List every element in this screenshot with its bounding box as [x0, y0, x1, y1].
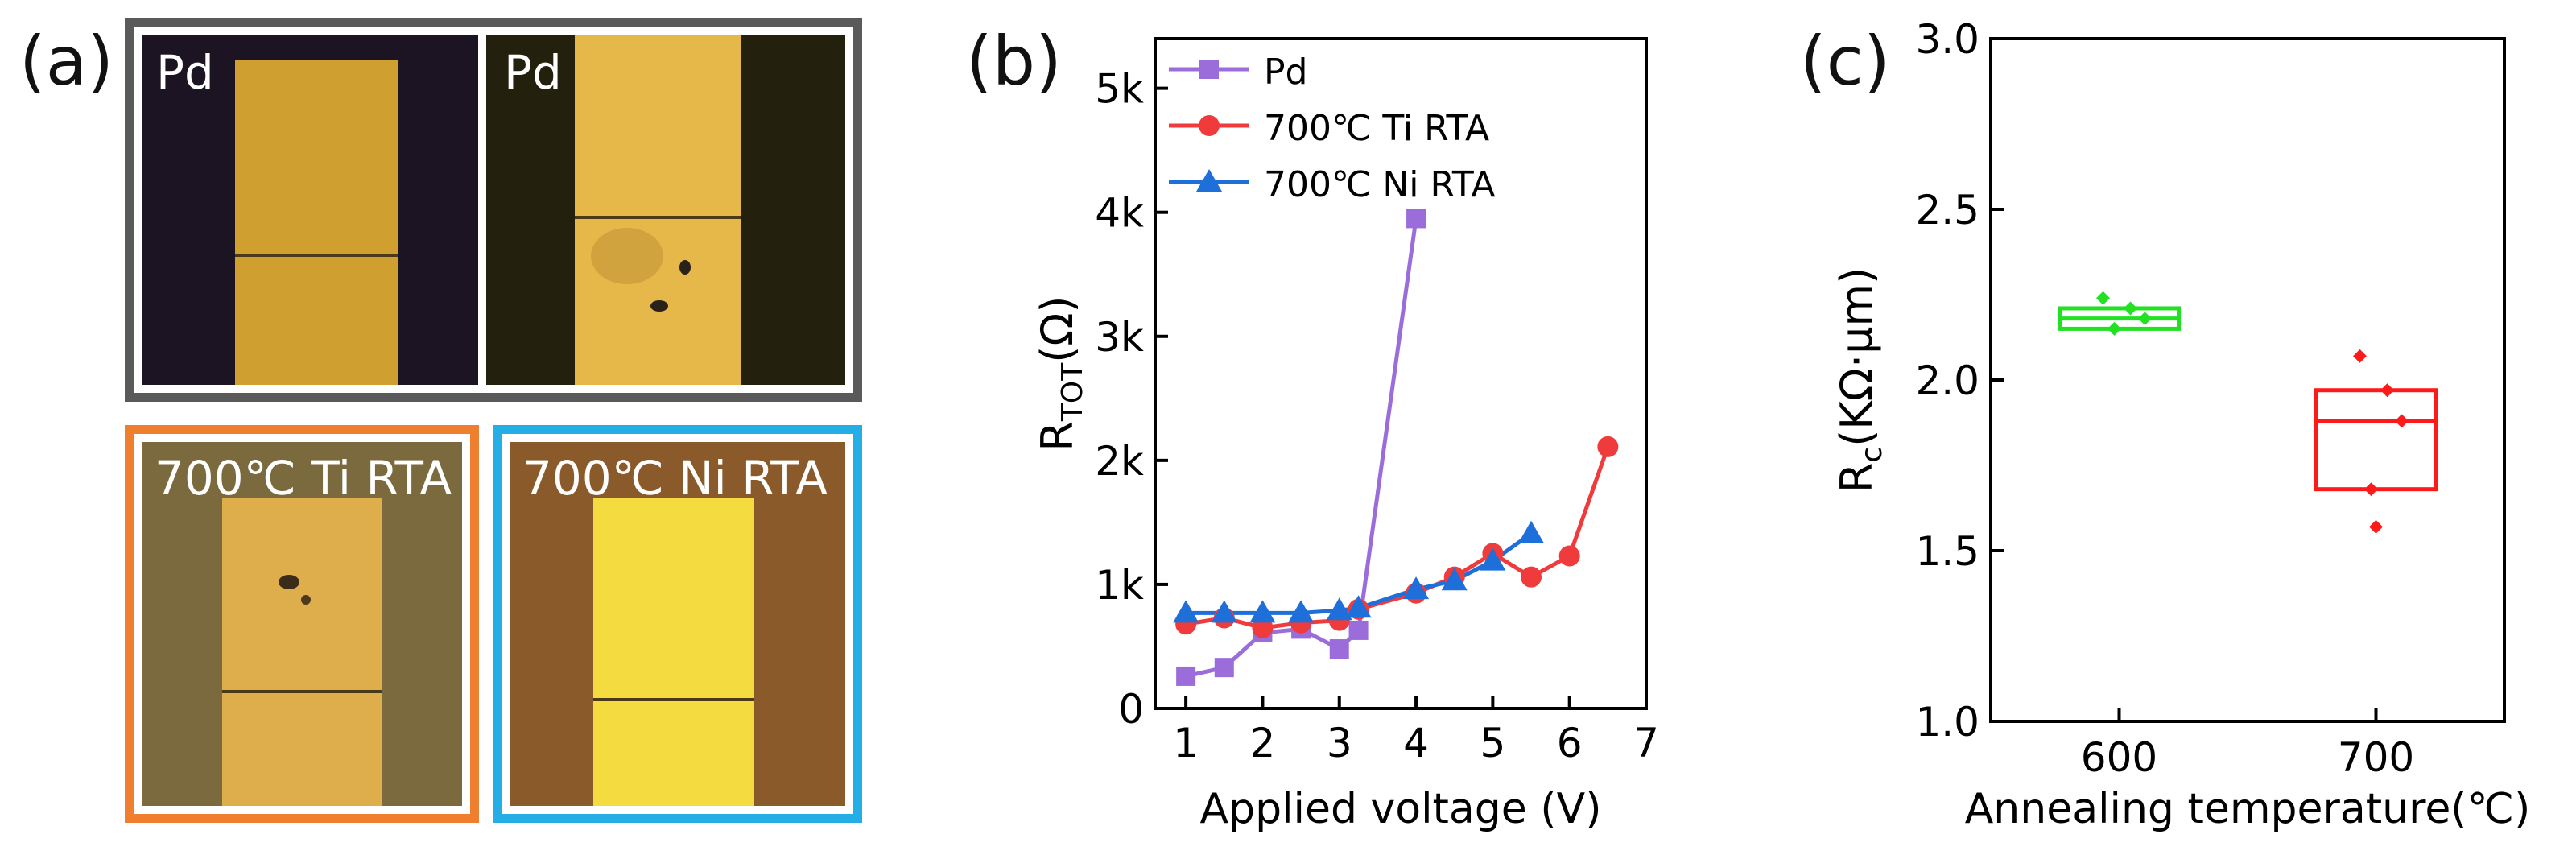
plot-frame: [1989, 37, 2506, 723]
y-tick-label: 1.0: [1915, 699, 1979, 746]
data-point: [1348, 620, 1368, 640]
data-point: [1597, 436, 1619, 457]
data-point: [1480, 547, 1506, 571]
x-tick-label: 2: [1250, 720, 1276, 766]
data-point: [1406, 209, 1426, 229]
data-point: [1211, 600, 1237, 623]
panel-label-c: (c): [1800, 22, 1890, 101]
y-tick-label: 4k: [1095, 190, 1144, 237]
data-point: [1176, 666, 1196, 686]
x-tick-label: 700: [2338, 734, 2414, 781]
x-axis-label: Applied voltage (V): [1200, 785, 1602, 833]
data-point: [1199, 115, 1220, 136]
micrograph-pd-2: Pd: [486, 35, 845, 385]
data-point: [1173, 600, 1199, 623]
data-point: [1214, 658, 1234, 678]
data-point: [1199, 60, 1219, 79]
data-point: [1329, 639, 1349, 659]
data-point: [1403, 576, 1430, 600]
photo-label: 700℃ Ni RTA: [522, 451, 828, 506]
data-point: [2364, 482, 2378, 497]
data-point: [1521, 566, 1542, 588]
data-point: [2124, 301, 2137, 316]
y-tick-label: 0: [1118, 686, 1144, 733]
panel-label-b: (b): [966, 22, 1062, 101]
y-tick-label: 1k: [1095, 562, 1144, 609]
panel-label-a: (a): [19, 22, 114, 101]
legend-label: Pd: [1264, 52, 1307, 93]
photo-label: Pd: [504, 45, 562, 100]
data-point: [2353, 349, 2367, 363]
data-point: [2369, 519, 2383, 534]
rc-annealing-chart: 1.0 1.5 2.0 2.5 3.0 600 700 Annealing temperat…: [1831, 16, 2531, 833]
x-tick-label: 7: [1633, 720, 1659, 766]
x-tick-label: 5: [1480, 720, 1505, 766]
x-tick-label: 600: [2081, 734, 2157, 781]
y-axis-label: RTOT(Ω): [1032, 295, 1089, 451]
data-point: [2380, 383, 2394, 398]
data-point: [2096, 291, 2110, 305]
micrograph-ti: 700℃ Ti RTA: [142, 442, 462, 806]
data-point: [1196, 169, 1222, 192]
y-tick-label: 3.0: [1915, 16, 1979, 63]
x-tick-label: 6: [1557, 720, 1583, 766]
data-point: [1326, 597, 1352, 621]
x-tick-label: 1: [1173, 720, 1199, 766]
data-point: [1288, 600, 1315, 623]
data-point: [2138, 312, 2152, 326]
micrograph-ni: 700℃ Ni RTA: [510, 442, 845, 806]
y-tick-label: 2.5: [1915, 187, 1979, 233]
plot-frame: [1154, 37, 1648, 710]
rtot-voltage-chart: 1 2 3 4 5 6 7 0 1k 2k 3k 4k 5k Pd 700℃ Ti RTA 700℃ Ni …: [1032, 37, 1659, 833]
ni-photo-frame: [493, 425, 862, 823]
data-point: [2107, 321, 2121, 336]
photo-label: Pd: [156, 45, 214, 100]
y-axis-label: Rc(KΩ·μm): [1831, 267, 1889, 493]
photo-label: 700℃ Ti RTA: [155, 451, 452, 506]
data-point: [1558, 545, 1580, 567]
data-point: [2395, 414, 2409, 428]
legend-label: 700℃ Ti RTA: [1264, 108, 1489, 149]
data-point: [1249, 600, 1276, 623]
legend-label: 700℃ Ni RTA: [1264, 164, 1495, 205]
pd-photo-frame: [125, 18, 862, 402]
series-line: [1185, 446, 1610, 630]
y-tick-label: 2k: [1095, 438, 1144, 485]
data-point: [1518, 520, 1545, 543]
ti-photo-frame: [125, 425, 479, 823]
y-tick-label: 3k: [1095, 314, 1144, 361]
micrograph-pd-1: Pd: [142, 35, 478, 385]
y-tick-label: 5k: [1095, 66, 1144, 113]
y-tick-label: 2.0: [1915, 357, 1979, 404]
data-point: [1441, 568, 1468, 591]
box: [2314, 388, 2438, 492]
y-tick-label: 1.5: [1915, 528, 1979, 575]
x-tick-label: 4: [1403, 720, 1429, 766]
data-point: [1345, 595, 1372, 618]
x-tick-label: 3: [1327, 720, 1352, 766]
x-axis-label: Annealing temperature(℃): [1965, 785, 2531, 833]
